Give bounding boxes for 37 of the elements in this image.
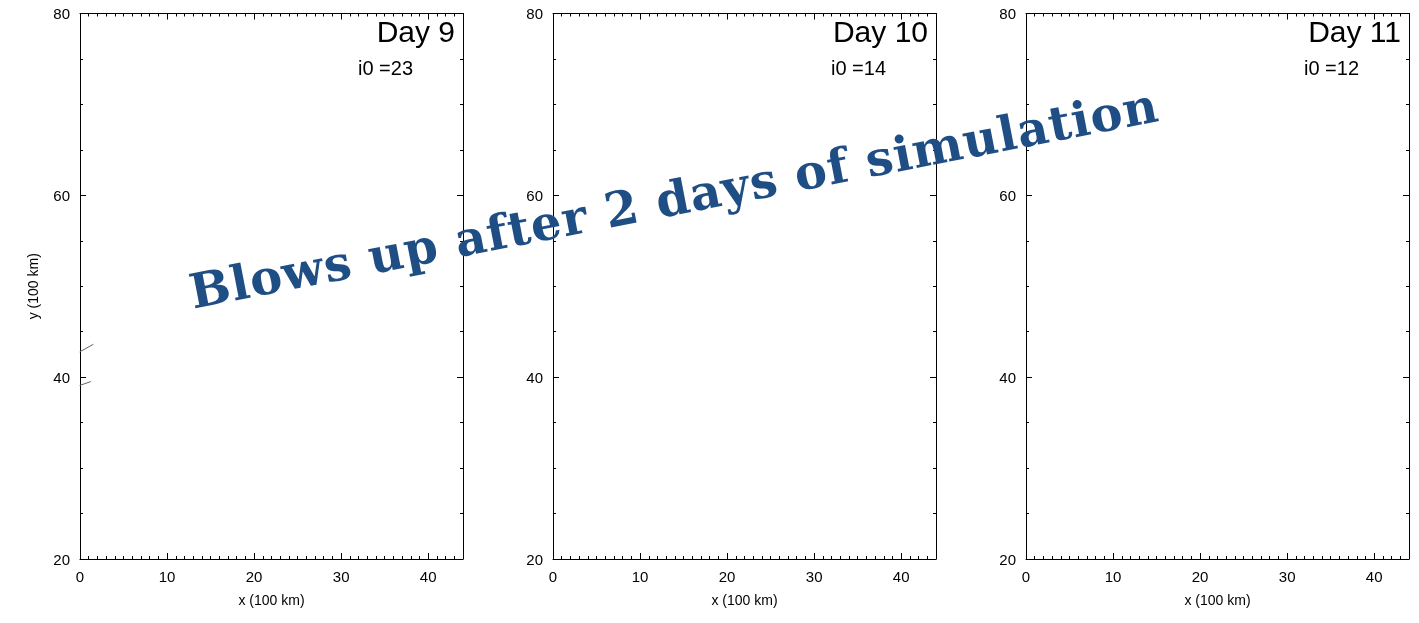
- y-tick-label: 60: [526, 186, 543, 204]
- x-axis-title: x (100 km): [1184, 592, 1251, 608]
- chart-title: Day 10: [832, 14, 929, 48]
- y-tick-label: 80: [526, 5, 543, 22]
- x-axis-title: x (100 km): [238, 592, 305, 608]
- x-tick-label: 10: [158, 568, 176, 585]
- y-tick-label: 20: [526, 550, 543, 568]
- y-tick-label: 60: [999, 186, 1016, 204]
- x-tick-label: 0: [75, 568, 85, 585]
- y-tick-label: 20: [53, 550, 70, 568]
- y-tick-label: 40: [999, 368, 1016, 386]
- text: i0 =14: [830, 57, 887, 79]
- x-tick-label: 20: [245, 568, 263, 585]
- x-tick-label: 40: [1365, 568, 1383, 585]
- chart-title: Day 9: [376, 14, 456, 48]
- x-tick-label: 0: [1021, 568, 1031, 585]
- y-tick-label: 80: [53, 5, 70, 22]
- x-tick-label: 40: [419, 568, 437, 585]
- x-axis-title: x (100 km): [711, 592, 778, 608]
- x-tick-label: 30: [332, 568, 350, 585]
- x-tick-label: 30: [1278, 568, 1296, 585]
- text: i0 =23: [357, 57, 414, 79]
- y-tick-label: 40: [53, 368, 70, 386]
- x-tick-label: 20: [1191, 568, 1209, 585]
- y-tick-label: 80: [999, 5, 1016, 22]
- x-tick-label: 30: [805, 568, 823, 585]
- x-tick-label: 10: [631, 568, 649, 585]
- x-tick-label: 10: [1104, 568, 1122, 585]
- y-tick-label: 40: [526, 368, 543, 386]
- text: i0 =12: [1303, 57, 1360, 79]
- x-tick-label: 20: [718, 568, 736, 585]
- y-tick-label: 20: [999, 550, 1016, 568]
- y-axis-title: y (100 km): [25, 253, 41, 320]
- y-tick-label: 60: [53, 186, 70, 204]
- x-tick-label: 0: [548, 568, 558, 585]
- chart-title: Day 11: [1308, 14, 1401, 48]
- x-tick-label: 40: [892, 568, 910, 585]
